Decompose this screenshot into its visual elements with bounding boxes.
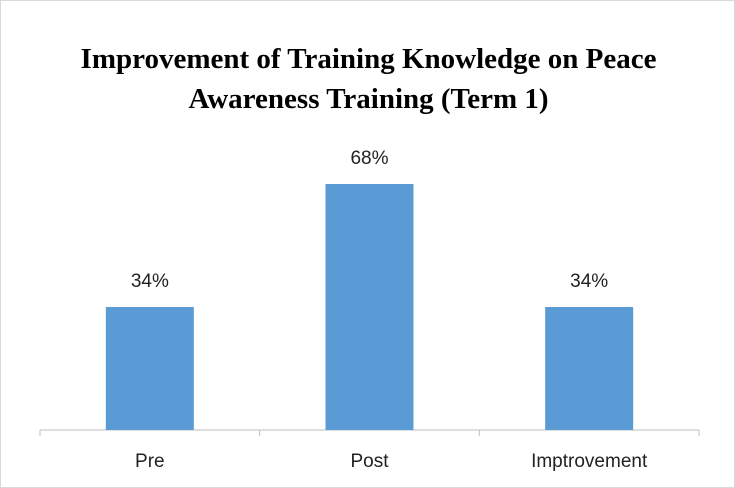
chart-title: Improvement of Training Knowledge on Pea… xyxy=(80,43,657,115)
value-label: 34% xyxy=(570,271,608,292)
value-label: 34% xyxy=(131,271,169,292)
bar xyxy=(325,184,414,430)
x-tick-label: Imptrovement xyxy=(531,451,648,472)
x-tick-label: Pre xyxy=(135,451,165,472)
bar xyxy=(545,307,634,430)
x-tick-label: Post xyxy=(350,451,389,472)
value-label: 68% xyxy=(350,148,388,169)
bar xyxy=(105,307,194,430)
